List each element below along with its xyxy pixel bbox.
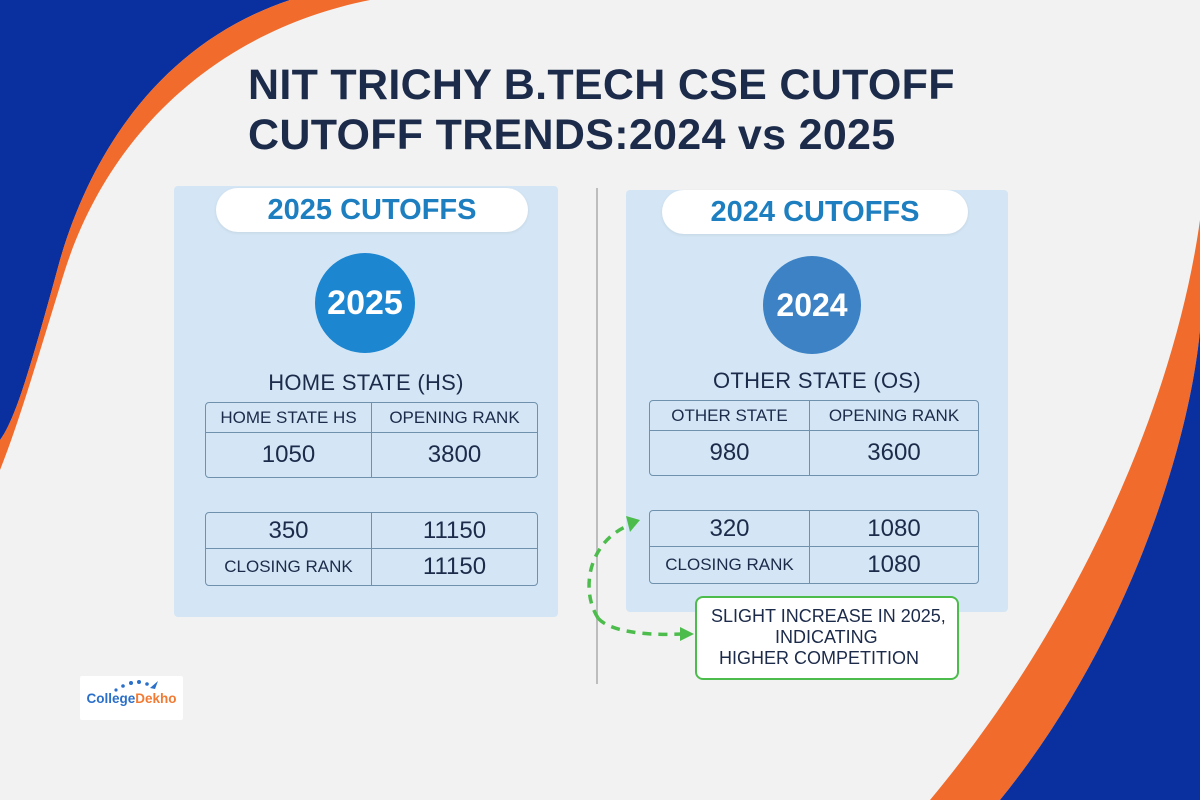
bottom-right-orange-arc: [930, 220, 1200, 800]
callout-line-2: INDICATING: [775, 627, 878, 647]
table-cell: 1080: [810, 511, 978, 547]
year-badge-2025: 2025: [315, 253, 415, 353]
table-cell: 11150: [372, 513, 537, 549]
title-line-1: NIT TRICHY B.TECH CSE CUTOFF: [248, 61, 955, 109]
logo-stars-icon: [114, 680, 158, 692]
title-line-2: CUTOFF TRENDS:2024 vs 2025: [248, 111, 896, 159]
table-header: OPENING RANK: [810, 401, 978, 431]
table-header: OPENING RANK: [372, 403, 537, 433]
collegedekho-logo: CollegeDekho: [80, 676, 183, 720]
other-state-closing-table: 320 1080 CLOSING RANK 1080: [649, 510, 979, 584]
home-state-opening-table: HOME STATE HS OPENING RANK 1050 3800: [205, 402, 538, 478]
year-badge-2024: 2024: [763, 256, 861, 354]
table-cell: 11150: [422, 553, 487, 580]
logo-dekho-text: Dekho: [135, 691, 177, 706]
bottom-right-navy-swoosh: [1000, 330, 1200, 800]
top-left-orange-arc: [0, 0, 370, 470]
other-state-opening-table: OTHER STATE OPENING RANK 980 3600: [649, 400, 979, 476]
section-label-home-state: HOME STATE (HS): [268, 370, 464, 395]
table-cell: 3600: [867, 439, 921, 466]
arrowhead-up-right: [626, 516, 640, 532]
table-cell: CLOSING RANK: [206, 549, 372, 585]
section-label-other-state: OTHER STATE (OS): [712, 368, 922, 393]
panel-2024-cutoffs: 2024 CUTOFFS 2024 OTHER STATE (OS) OTHER…: [626, 190, 1008, 612]
competition-callout: SLIGHT INCREASE IN 2025, INDICATING HIGH…: [695, 596, 959, 680]
vertical-divider: [596, 188, 598, 684]
top-left-navy-swoosh: [0, 0, 290, 440]
table-header: OTHER STATE: [650, 401, 810, 431]
table-cell: CLOSING RANK: [650, 547, 810, 583]
dashed-arrow-down-right: [596, 616, 683, 637]
page-title: NIT TRICHY B.TECH CSE CUTOFF CUTOFF TREN…: [248, 60, 1008, 160]
pill-2024-cutoffs: 2024 CUTOFFS: [662, 190, 968, 234]
table-cell: 350: [206, 513, 372, 549]
callout-line-1: SLIGHT INCREASE IN 2025,: [711, 606, 946, 626]
logo-college-text: College: [86, 691, 136, 706]
table-cell: 1050: [206, 433, 372, 477]
table-header: HOME STATE HS: [206, 403, 372, 433]
dashed-arrows: [587, 516, 694, 641]
logo-wordmark: CollegeDekho: [80, 691, 183, 706]
table-cell: 3800: [427, 441, 482, 468]
dashed-arrow-up-right: [587, 522, 633, 619]
table-cell: 1080: [867, 551, 921, 578]
home-state-closing-table: 350 11150 CLOSING RANK 11150: [205, 512, 538, 586]
arrowhead-down-right: [680, 627, 694, 641]
table-cell: 320: [650, 511, 810, 547]
table-cell: 980: [650, 431, 810, 475]
panel-2025-cutoffs: 2025 CUTOFFS 2025 HOME STATE (HS) HOME S…: [174, 186, 558, 617]
pill-2025-cutoffs: 2025 CUTOFFS: [216, 188, 528, 232]
callout-line-3: HIGHER COMPETITION: [719, 648, 920, 668]
